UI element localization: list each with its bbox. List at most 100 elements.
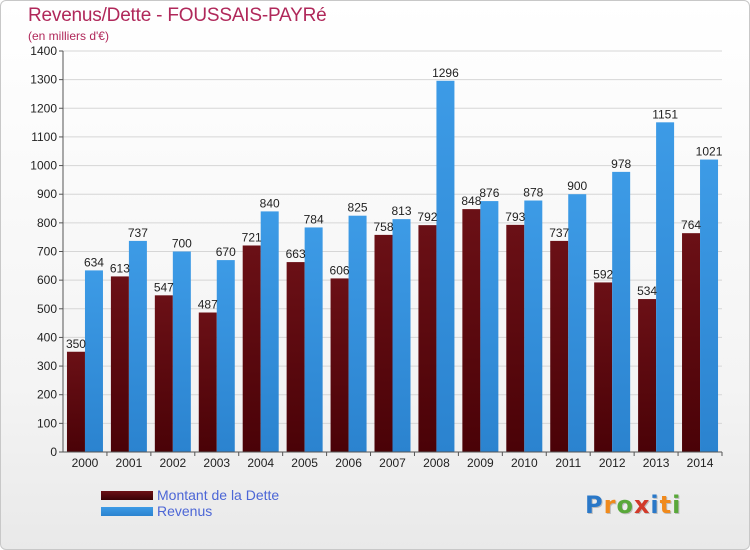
y-tick-label: 1400	[30, 44, 57, 58]
x-tick-label: 2006	[335, 456, 362, 470]
bar-dette	[330, 278, 349, 452]
y-tick-label: 600	[37, 273, 57, 287]
bar-revenus	[348, 215, 367, 452]
data-label-revenus: 634	[84, 255, 104, 269]
axes	[62, 51, 722, 453]
y-tick-label: 0	[50, 445, 57, 459]
proxiti-logo: Proxiti	[585, 491, 681, 519]
data-label-revenus: 813	[391, 204, 411, 218]
bars	[66, 80, 719, 453]
y-tick-label: 800	[37, 216, 57, 230]
y-tick-label: 500	[37, 302, 57, 316]
x-tick-label: 2012	[599, 456, 626, 470]
bar-dette	[418, 225, 437, 452]
bar-dette	[506, 224, 525, 452]
data-label-dette: 737	[549, 226, 569, 240]
logo-letter: o	[616, 491, 634, 519]
data-label-revenus: 1021	[696, 145, 723, 159]
x-tick-label: 2007	[379, 456, 406, 470]
logo-letter: P	[585, 491, 604, 519]
bar-dette	[66, 351, 85, 452]
bar-revenus	[656, 122, 675, 453]
data-label-revenus: 1151	[652, 107, 678, 121]
data-label-dette: 613	[110, 261, 130, 275]
x-tick-label: 2002	[159, 456, 186, 470]
x-tick-label: 2010	[511, 456, 538, 470]
x-tick-label: 2008	[423, 456, 450, 470]
bar-revenus	[700, 159, 719, 452]
logo-letter: i	[650, 491, 660, 519]
legend-label-dette: Montant de la Dette	[157, 487, 280, 503]
data-label-dette: 350	[66, 337, 86, 351]
bar-revenus	[304, 227, 323, 452]
chart-subtitle: (en milliers d'€)	[28, 29, 109, 43]
data-label-revenus: 978	[611, 157, 631, 171]
bar-revenus	[172, 251, 191, 452]
bar-dette	[154, 295, 173, 452]
logo-letter: r	[603, 491, 617, 519]
x-tick-label: 2000	[72, 456, 99, 470]
data-label-dette: 592	[593, 267, 613, 281]
bar-dette	[462, 209, 481, 452]
x-tick-label: 2004	[247, 456, 274, 470]
data-label-dette: 663	[286, 247, 306, 261]
logo-letter: t	[659, 491, 673, 519]
data-label-revenus: 840	[260, 196, 280, 210]
y-tick-label: 100	[37, 416, 57, 430]
data-label-revenus: 900	[567, 179, 587, 193]
bar-revenus	[128, 240, 147, 452]
y-tick-label: 1000	[30, 159, 57, 173]
data-label-dette: 487	[198, 298, 218, 312]
bar-revenus	[436, 80, 455, 452]
bar-revenus	[84, 270, 103, 452]
logo-letter: x	[633, 491, 651, 519]
bar-revenus	[392, 219, 411, 452]
data-labels: 350 634 613 737 547 700 487 670 721 840 663 784 606 8…	[66, 66, 723, 351]
x-tick-label: 2003	[203, 456, 230, 470]
bar-revenus	[524, 200, 543, 452]
data-label-revenus: 784	[304, 212, 324, 226]
y-tick-label: 700	[37, 245, 57, 259]
bar-dette	[286, 262, 305, 452]
y-tick-label: 1100	[31, 130, 57, 144]
data-label-revenus: 876	[479, 186, 499, 200]
legend-swatch-revenus	[101, 507, 153, 516]
data-label-revenus: 737	[128, 226, 148, 240]
y-tick-label: 1300	[30, 73, 57, 87]
data-label-revenus: 1296	[432, 66, 459, 80]
legend-swatch-dette	[101, 491, 153, 500]
y-tick-label: 200	[37, 388, 57, 402]
data-label-dette: 547	[154, 280, 174, 294]
y-tick-label: 300	[37, 359, 57, 373]
bar-revenus	[260, 211, 279, 452]
data-label-dette: 764	[681, 218, 701, 232]
bar-dette	[638, 299, 657, 452]
y-tick-label: 1200	[30, 101, 57, 115]
x-tick-label: 2013	[643, 456, 670, 470]
x-tick-label: 2009	[467, 456, 494, 470]
bar-dette	[594, 282, 613, 452]
data-label-revenus: 670	[216, 245, 236, 259]
bar-dette	[198, 312, 217, 452]
data-label-dette: 534	[637, 284, 657, 298]
bar-dette	[550, 240, 569, 452]
x-tick-label: 2005	[291, 456, 318, 470]
bar-dette	[682, 233, 701, 452]
bar-revenus	[568, 194, 587, 452]
bar-dette	[374, 234, 393, 452]
data-label-dette: 758	[373, 220, 393, 234]
chart-title: Revenus/Dette - FOUSSAIS-PAYRé	[28, 5, 327, 26]
bar-revenus	[612, 171, 631, 452]
x-tick-label: 2011	[555, 456, 581, 470]
x-tick-label: 2001	[116, 456, 143, 470]
data-label-dette: 848	[461, 194, 481, 208]
data-label-dette: 606	[330, 263, 350, 277]
data-label-revenus: 878	[523, 186, 543, 200]
data-label-dette: 721	[242, 230, 262, 244]
bar-dette	[242, 245, 261, 452]
bar-dette	[110, 276, 129, 452]
bar-revenus	[216, 260, 235, 452]
logo-letter: i	[672, 491, 682, 519]
